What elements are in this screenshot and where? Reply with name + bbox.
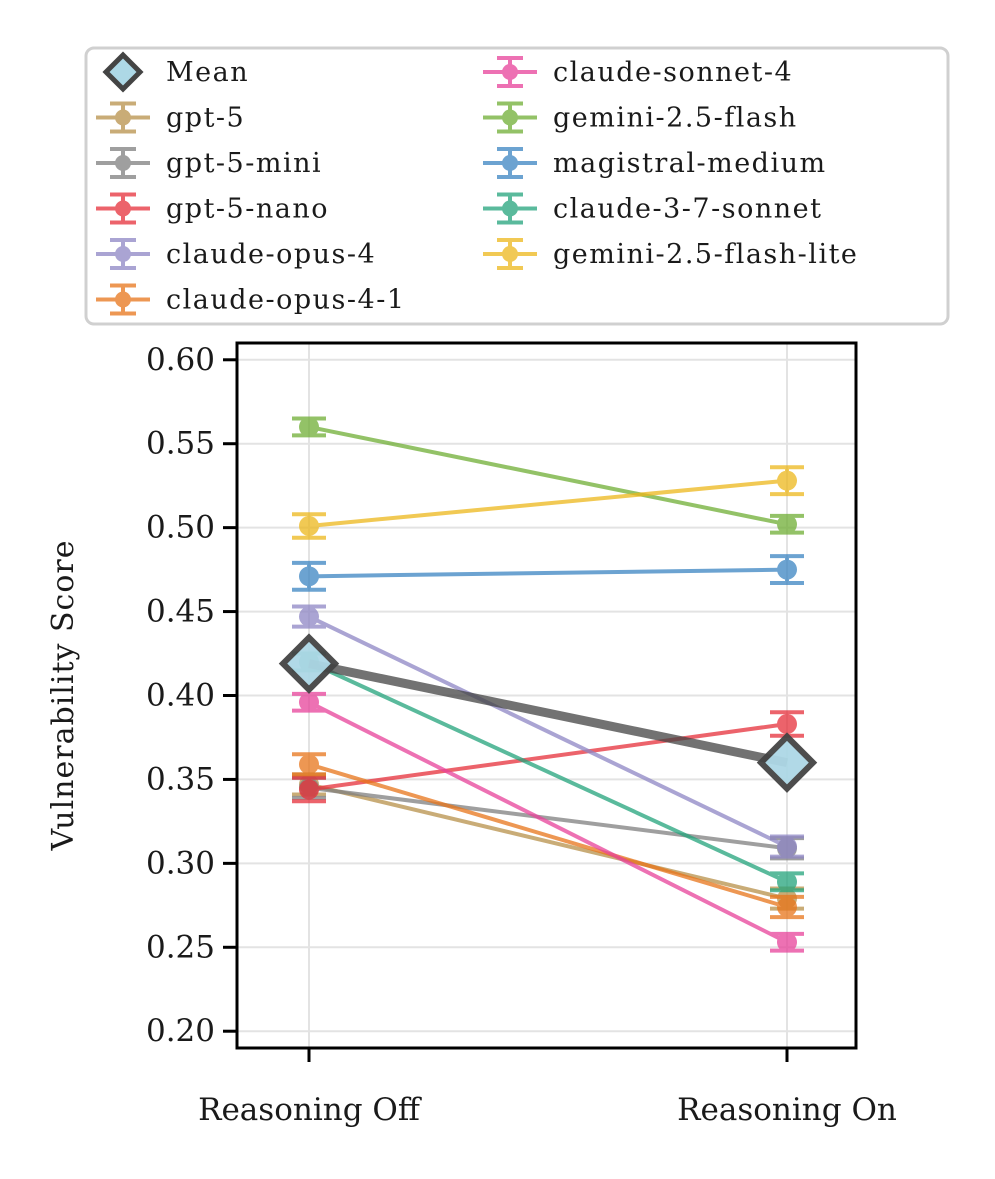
series-claude-opus-4 — [292, 604, 804, 859]
legend-label: gpt-5-mini — [166, 148, 322, 179]
legend-frame — [84, 46, 950, 326]
legend-swatch — [483, 147, 537, 179]
series-line — [308, 478, 788, 528]
legend-swatch — [96, 238, 150, 270]
legend-label: gpt-5 — [166, 103, 245, 134]
series-line — [308, 700, 788, 945]
legend-entry: magistral-medium — [483, 147, 827, 179]
legend-entry: claude-opus-4-1 — [96, 283, 406, 316]
data-point — [777, 514, 797, 535]
series-line — [308, 614, 788, 849]
series-mean — [278, 633, 818, 793]
mean-marker — [756, 732, 818, 793]
legend-label: claude-opus-4 — [166, 239, 376, 270]
data-point — [777, 897, 797, 917]
legend-label: gemini-2.5-flash — [553, 103, 798, 134]
legend-label: claude-sonnet-4 — [553, 57, 793, 88]
legend-swatch — [96, 147, 150, 179]
legend-label: gemini-2.5-flash-lite — [553, 239, 858, 270]
series-line — [308, 785, 788, 851]
y-tick-label: 0.45 — [146, 594, 215, 630]
data-point — [777, 871, 797, 892]
legend-swatch — [483, 101, 537, 134]
data-point — [777, 714, 797, 735]
y-tick-label: 0.55 — [146, 426, 215, 462]
y-tick-label: 0.50 — [146, 510, 215, 546]
mean-marker — [278, 633, 340, 694]
plot-area: 0.20 0.25 0.30 0.35 0.40 0.45 0.50 0.55 0.60 Rea… — [146, 341, 897, 1128]
y-tick-label: 0.20 — [146, 1013, 215, 1049]
legend-label: Mean — [166, 57, 249, 88]
data-point — [299, 566, 319, 587]
data-point — [299, 515, 319, 536]
mean-line — [308, 659, 788, 768]
legend-label: magistral-medium — [553, 148, 827, 179]
legend-label: claude-opus-4-1 — [166, 285, 406, 316]
series-line — [308, 660, 788, 884]
legend-entry: claude-3-7-sonnet — [483, 192, 822, 225]
series-magistral-medium — [292, 554, 804, 592]
y-axis-label: Vulnerability Score — [46, 539, 81, 851]
series-line — [308, 722, 788, 792]
series-line — [308, 424, 788, 527]
data-point — [777, 836, 797, 857]
data-point — [777, 470, 797, 491]
series-claude-opus-4-1 — [292, 752, 804, 920]
y-tick-label: 0.60 — [146, 342, 215, 378]
series-claude-3-7-sonnet — [292, 651, 804, 893]
series-gemini-2.5-flash — [292, 416, 804, 535]
x-tick-label: Reasoning Off — [198, 1092, 422, 1128]
legend-swatch — [483, 238, 537, 270]
legend-entry: claude-sonnet-4 — [483, 56, 793, 88]
legend-entry: Mean — [102, 51, 249, 93]
legend-label: gpt-5-nano — [166, 194, 329, 225]
series-line — [308, 567, 788, 579]
data-point — [299, 779, 319, 800]
data-point — [299, 606, 319, 627]
data-point — [777, 932, 797, 953]
series-line — [308, 762, 788, 909]
data-point — [299, 754, 319, 775]
data-point — [299, 416, 319, 437]
legend-swatch — [96, 283, 150, 316]
legend-swatch — [96, 101, 150, 134]
legend-label: claude-3-7-sonnet — [553, 194, 822, 225]
legend-swatch — [96, 192, 150, 225]
legend-entry: gemini-2.5-flash-lite — [483, 238, 858, 270]
y-tick-label: 0.25 — [146, 929, 215, 965]
legend-entry: gpt-5-nano — [96, 192, 329, 225]
y-tick-label: 0.40 — [146, 678, 215, 714]
series-gpt-5-nano — [292, 710, 804, 804]
legend-entry: gemini-2.5-flash — [483, 101, 798, 134]
x-tick-label: Reasoning On — [677, 1092, 897, 1128]
legend-swatch — [483, 56, 537, 88]
legend-mean-marker — [102, 51, 144, 93]
legend-entry: claude-opus-4 — [96, 238, 376, 270]
legend-entry: gpt-5 — [96, 101, 245, 134]
y-tick-label: 0.30 — [146, 845, 215, 881]
series-claude-sonnet-4 — [292, 691, 804, 953]
legend: Mean gpt-5 gpt-5-mini gpt-5-nano claude-opus… — [84, 46, 950, 326]
series-line — [308, 782, 788, 901]
y-tick-label: 0.35 — [146, 761, 215, 797]
legend-entry: gpt-5-mini — [96, 147, 322, 179]
data-point — [299, 692, 319, 713]
data-point — [777, 559, 797, 580]
legend-swatch — [483, 192, 537, 225]
series-gemini-2.5-flash-lite — [292, 465, 804, 540]
